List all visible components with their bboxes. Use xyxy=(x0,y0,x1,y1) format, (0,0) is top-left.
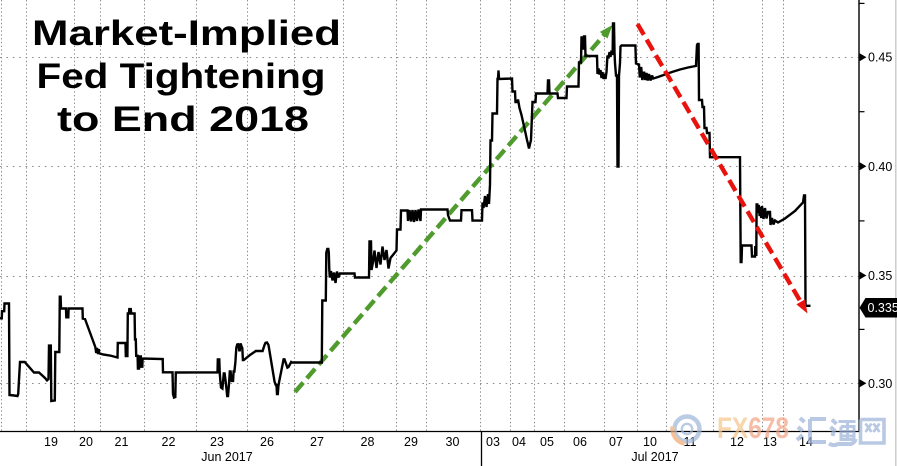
svg-text:28: 28 xyxy=(361,435,375,449)
svg-text:20: 20 xyxy=(79,435,93,449)
svg-text:10: 10 xyxy=(643,435,657,449)
svg-text:Jul 2017: Jul 2017 xyxy=(631,450,678,464)
svg-text:03: 03 xyxy=(486,435,500,449)
svg-text:0.35: 0.35 xyxy=(868,269,892,283)
svg-text:Fed Tightening: Fed Tightening xyxy=(37,57,326,96)
svg-text:05: 05 xyxy=(540,435,554,449)
svg-text:27: 27 xyxy=(310,435,324,449)
svg-text:30: 30 xyxy=(446,435,460,449)
svg-text:26: 26 xyxy=(260,435,274,449)
svg-text:13: 13 xyxy=(763,435,777,449)
svg-text:Market-Implied: Market-Implied xyxy=(32,14,341,53)
svg-text:29: 29 xyxy=(404,435,418,449)
svg-text:0.30: 0.30 xyxy=(868,377,892,391)
svg-text:19: 19 xyxy=(44,435,58,449)
svg-text:Jun 2017: Jun 2017 xyxy=(201,450,252,464)
svg-text:23: 23 xyxy=(210,435,224,449)
svg-text:12: 12 xyxy=(730,435,744,449)
svg-text:0.40: 0.40 xyxy=(868,160,892,174)
svg-text:to End 2018: to End 2018 xyxy=(57,100,309,139)
svg-text:07: 07 xyxy=(609,435,623,449)
svg-text:0.335: 0.335 xyxy=(868,301,897,315)
svg-text:0.45: 0.45 xyxy=(868,51,892,65)
svg-text:FX678: FX678 xyxy=(717,412,789,445)
svg-text:06: 06 xyxy=(573,435,587,449)
svg-text:22: 22 xyxy=(162,435,176,449)
svg-text:21: 21 xyxy=(115,435,129,449)
svg-text:04: 04 xyxy=(512,435,526,449)
